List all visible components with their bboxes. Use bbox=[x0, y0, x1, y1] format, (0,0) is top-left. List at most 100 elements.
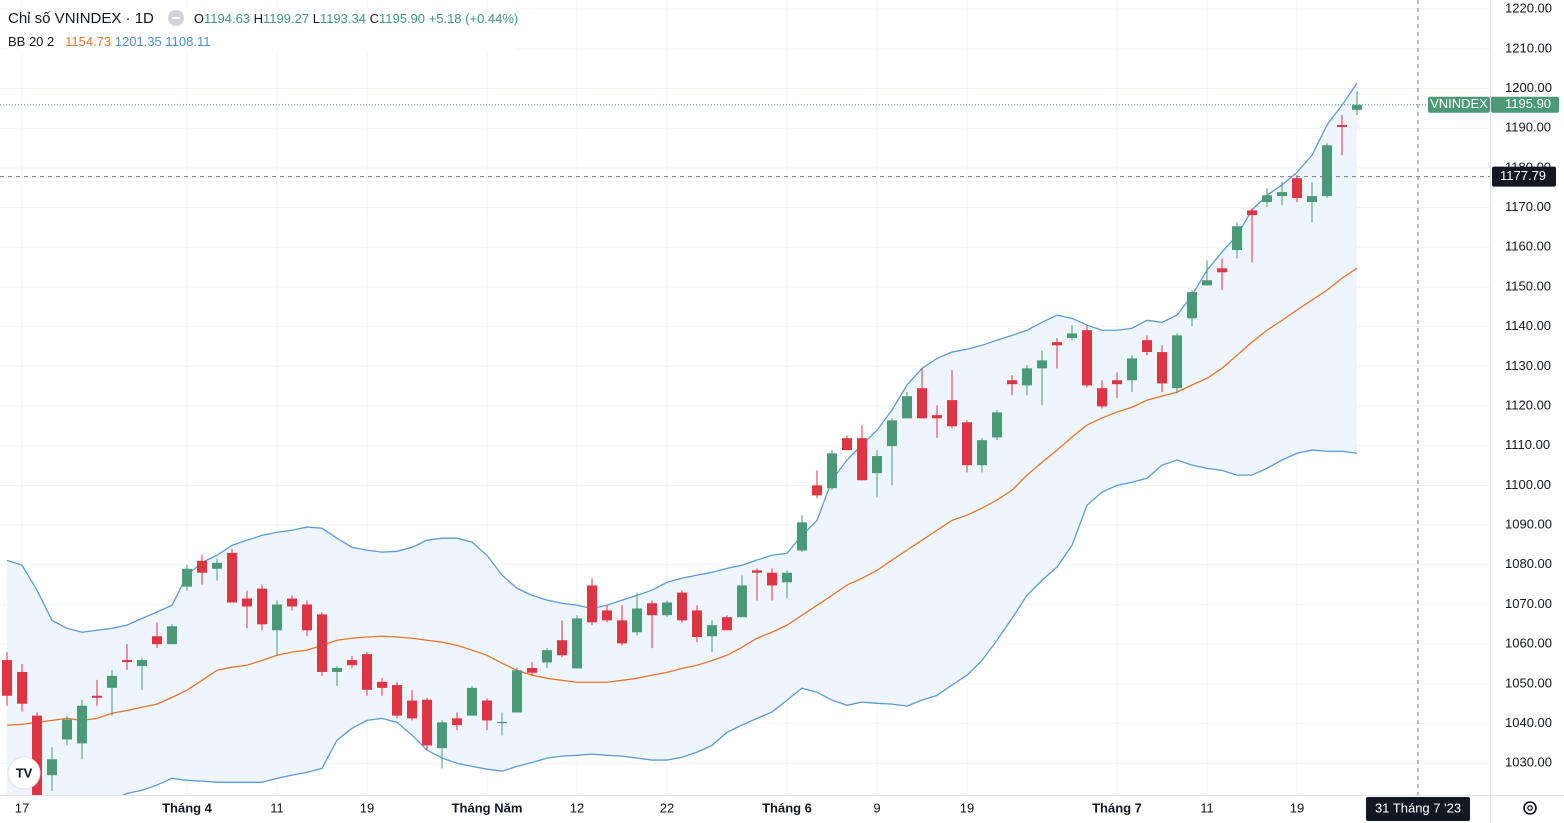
candle-body bbox=[962, 422, 972, 466]
close-value: 1195.90 bbox=[378, 11, 426, 26]
candle-body bbox=[1037, 360, 1047, 369]
symbol-badge bbox=[1428, 96, 1490, 113]
candle-body bbox=[572, 618, 582, 669]
candle-body bbox=[362, 654, 372, 690]
candle-body bbox=[842, 438, 852, 451]
candle-body bbox=[212, 562, 222, 569]
x-tick-label: 19 bbox=[360, 800, 374, 815]
candle-body bbox=[1217, 268, 1227, 273]
logo-mark[interactable]: TV bbox=[16, 765, 33, 780]
candle-body bbox=[647, 603, 657, 616]
bb-lower-value: 1108.11 bbox=[165, 34, 211, 49]
y-tick-label: 1030.00 bbox=[1505, 755, 1552, 770]
legend-row-indicator: BB 20 2 1154.73 1201.35 1108.11 bbox=[8, 30, 518, 53]
x-tick-label: 17 bbox=[15, 800, 29, 815]
candle-body bbox=[1157, 352, 1167, 384]
candle-body bbox=[557, 640, 567, 656]
band-line bbox=[6, 267, 1358, 726]
candle-body bbox=[887, 420, 897, 447]
candle-body bbox=[1277, 192, 1287, 197]
logo-circle[interactable] bbox=[7, 756, 41, 790]
candle-body bbox=[677, 592, 687, 621]
y-tick-label: 1120.00 bbox=[1505, 397, 1551, 412]
candle-body bbox=[392, 685, 402, 716]
candle-body bbox=[1307, 196, 1317, 203]
y-tick-label: 1220.00 bbox=[1505, 1, 1552, 16]
candle-body bbox=[1202, 280, 1212, 286]
candle-body bbox=[1337, 125, 1347, 128]
candle-body bbox=[302, 604, 312, 631]
candle-body bbox=[92, 695, 102, 698]
y-tick-label: 1130.00 bbox=[1505, 358, 1551, 373]
y-tick-label: 1100.00 bbox=[1505, 477, 1551, 492]
candle-body bbox=[1172, 335, 1182, 389]
candle-body bbox=[137, 660, 147, 667]
symbol-title[interactable]: Chỉ số VNINDEX · 1D bbox=[8, 10, 154, 27]
band-line bbox=[121, 449, 1358, 795]
candle-body bbox=[1127, 358, 1137, 381]
candle-body bbox=[902, 396, 912, 419]
gear-hub[interactable] bbox=[1527, 805, 1533, 811]
candle-body bbox=[122, 660, 132, 663]
symbol-badge-label: VNINDEX bbox=[1430, 96, 1488, 111]
candle-body bbox=[797, 522, 807, 551]
last-price-label: 1195.90 bbox=[1505, 96, 1551, 111]
candle-body bbox=[377, 681, 387, 688]
candle-body bbox=[827, 453, 837, 489]
y-tick-label: 1110.00 bbox=[1505, 437, 1550, 452]
gear[interactable] bbox=[1523, 801, 1537, 815]
candle-body bbox=[992, 412, 1002, 438]
x-tick-label: 19 bbox=[1290, 800, 1304, 815]
candle-body bbox=[287, 598, 297, 607]
candle-body bbox=[167, 626, 177, 645]
candle-body bbox=[932, 415, 942, 419]
band-line bbox=[6, 82, 1358, 633]
candle-body bbox=[497, 721, 507, 724]
open-label: O bbox=[193, 11, 204, 26]
y-tick-label: 1160.00 bbox=[1505, 239, 1551, 254]
candle-body bbox=[602, 610, 612, 621]
candle-body bbox=[32, 715, 42, 795]
candle-body bbox=[1292, 178, 1302, 199]
y-tick-label: 1040.00 bbox=[1505, 715, 1552, 730]
tv-logo[interactable]: TV bbox=[7, 756, 41, 790]
candle-body bbox=[2, 660, 12, 696]
candle-body bbox=[407, 700, 417, 719]
y-tick-label: 1050.00 bbox=[1505, 675, 1552, 690]
candle-body bbox=[182, 568, 192, 587]
candle-body bbox=[1142, 340, 1152, 353]
candle-body bbox=[527, 667, 537, 673]
low-value: 1193.34 bbox=[319, 11, 366, 26]
candle-body bbox=[1232, 226, 1242, 251]
candle-body bbox=[197, 560, 207, 573]
candle-body bbox=[1112, 380, 1122, 385]
candle-body bbox=[812, 485, 822, 496]
candle-body bbox=[767, 572, 777, 586]
close-label: C bbox=[369, 11, 379, 26]
x-tick-label: Tháng 7 bbox=[1092, 800, 1142, 815]
x-tick-label: 9 bbox=[873, 800, 880, 815]
candle-body bbox=[1097, 388, 1107, 407]
candle-body bbox=[422, 699, 432, 746]
hide-button[interactable] bbox=[167, 10, 184, 26]
candle-body bbox=[62, 719, 72, 740]
bb-middle-value: 1154.73 bbox=[65, 34, 112, 49]
candle-body bbox=[1322, 145, 1332, 197]
candle-body bbox=[242, 598, 252, 607]
candle-body bbox=[452, 718, 462, 726]
y-tick-label: 1090.00 bbox=[1505, 517, 1552, 532]
crosshair-price-box bbox=[1492, 166, 1556, 187]
y-tick-label: 1150.00 bbox=[1505, 278, 1551, 293]
y-tick-label: 1210.00 bbox=[1505, 40, 1552, 55]
candle-body bbox=[437, 722, 447, 749]
candle-body bbox=[1082, 330, 1092, 386]
candle-body bbox=[917, 388, 927, 419]
candle-body bbox=[587, 585, 597, 623]
x-tick-label: 19 bbox=[960, 800, 974, 815]
high-label: H bbox=[253, 11, 264, 26]
settings-button[interactable] bbox=[1523, 801, 1537, 815]
candle-body bbox=[1052, 342, 1062, 346]
x-tick-label: 11 bbox=[270, 800, 284, 815]
x-tick-label: Tháng 4 bbox=[162, 800, 213, 815]
indicator-name[interactable]: BB 20 2 bbox=[8, 34, 55, 49]
